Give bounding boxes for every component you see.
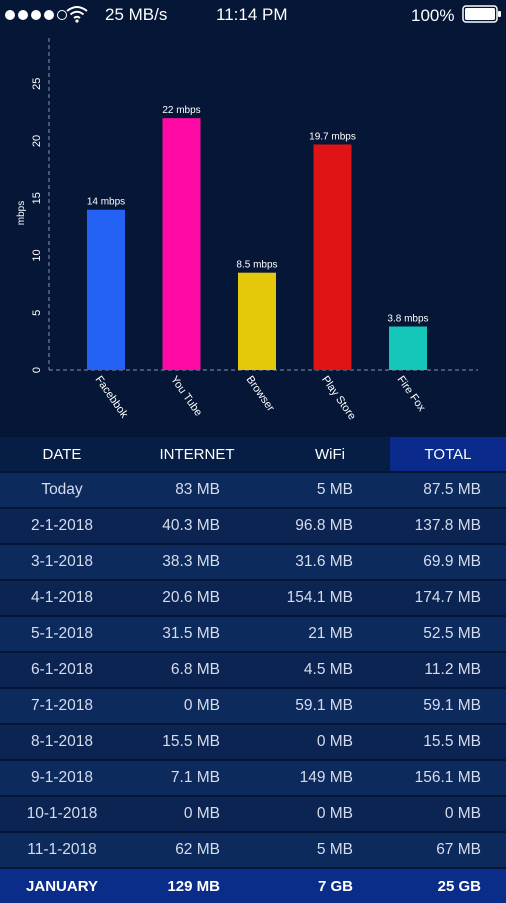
clock: 11:14 PM — [216, 5, 288, 24]
table-row[interactable]: 5-1-2018 31.5 MB 21 MB 52.5 MB — [0, 617, 506, 653]
row-total: 137.8 MB — [414, 517, 481, 534]
row-wifi: 96.8 MB — [295, 517, 353, 534]
data-label: 19.7 mbps — [309, 131, 356, 142]
row-date: 11-1-2018 — [27, 841, 97, 858]
bar-facebbok[interactable] — [87, 209, 125, 370]
bar-play-store[interactable] — [313, 144, 352, 370]
row-total: 0 MB — [444, 805, 481, 822]
category-label: Fire Fox — [395, 374, 428, 414]
row-internet: 31.5 MB — [162, 625, 220, 642]
row-internet: 7.1 MB — [170, 769, 220, 786]
table-body: Today 83 MB 5 MB 87.5 MB 2-1-2018 40.3 MB 96.8… — [0, 473, 506, 869]
row-internet: 20.6 MB — [162, 589, 220, 606]
row-date: 7-1-2018 — [30, 697, 94, 714]
row-wifi: 59.1 MB — [295, 697, 353, 714]
header-date[interactable]: DATE — [42, 445, 82, 463]
row-total: 67 MB — [436, 841, 481, 858]
row-date: 2-1-2018 — [30, 517, 94, 534]
table-row[interactable]: 6-1-2018 6.8 MB 4.5 MB 11.2 MB — [0, 653, 506, 689]
network-speed: 25 MB/s — [105, 5, 168, 24]
row-internet: 83 MB — [175, 481, 220, 498]
data-label: 14 mbps — [87, 197, 125, 208]
row-wifi: 4.5 MB — [303, 661, 353, 678]
footer-total: 25 GB — [437, 877, 481, 895]
row-internet: 38.3 MB — [162, 553, 220, 570]
row-wifi: 21 MB — [308, 625, 353, 642]
status-bar: 25 MB/s 11:14 PM 100% — [0, 0, 506, 30]
row-total: 156.1 MB — [414, 769, 481, 786]
table-footer: JANUARY 129 MB 7 GB 25 GB — [0, 869, 506, 903]
row-date: 8-1-2018 — [30, 733, 94, 750]
row-date: Today — [41, 481, 83, 498]
row-total: 174.7 MB — [414, 589, 481, 606]
row-wifi: 154.1 MB — [286, 589, 353, 606]
table-row[interactable]: 2-1-2018 40.3 MB 96.8 MB 137.8 MB — [0, 509, 506, 545]
table-row[interactable]: 8-1-2018 15.5 MB 0 MB 15.5 MB — [0, 725, 506, 761]
row-total: 59.1 MB — [423, 697, 481, 714]
y-tick-label: 5 — [31, 310, 43, 316]
row-date: 5-1-2018 — [30, 625, 94, 642]
bar-you-tube[interactable] — [162, 118, 201, 370]
y-tick-label: 15 — [31, 192, 43, 204]
signal-strength-icon — [5, 10, 67, 20]
table-row[interactable]: 4-1-2018 20.6 MB 154.1 MB 174.7 MB — [0, 581, 506, 617]
data-label: 22 mbps — [162, 105, 200, 116]
row-total: 87.5 MB — [423, 481, 481, 498]
header-internet[interactable]: INTERNET — [159, 445, 235, 463]
row-date: 10-1-2018 — [26, 805, 98, 822]
data-label: 8.5 mbps — [236, 260, 277, 271]
table-row[interactable]: 7-1-2018 0 MB 59.1 MB 59.1 MB — [0, 689, 506, 725]
wifi-icon — [66, 6, 88, 23]
battery-icon — [462, 5, 501, 23]
category-label: Browser — [244, 374, 277, 414]
y-axis-title: mbps — [16, 201, 27, 225]
row-date: 4-1-2018 — [30, 589, 94, 606]
row-date: 3-1-2018 — [30, 553, 94, 570]
battery-percentage: 100% — [411, 6, 455, 25]
row-wifi: 0 MB — [316, 805, 353, 822]
row-total: 52.5 MB — [423, 625, 481, 642]
row-internet: 0 MB — [183, 805, 220, 822]
footer-month: JANUARY — [26, 877, 98, 895]
table-row[interactable]: 11-1-2018 62 MB 5 MB 67 MB — [0, 833, 506, 869]
table-row[interactable]: Today 83 MB 5 MB 87.5 MB — [0, 473, 506, 509]
table-row[interactable]: 9-1-2018 7.1 MB 149 MB 156.1 MB — [0, 761, 506, 797]
row-wifi: 0 MB — [316, 733, 353, 750]
data-label: 3.8 mbps — [387, 313, 428, 324]
row-internet: 15.5 MB — [162, 733, 220, 750]
row-internet: 6.8 MB — [170, 661, 220, 678]
usage-table: DATE INTERNET WiFi TOTAL Today 83 MB 5 MB 8… — [0, 437, 506, 903]
row-total: 69.9 MB — [423, 553, 481, 570]
category-label: Facebbok — [93, 374, 131, 421]
table-row[interactable]: 10-1-2018 0 MB 0 MB 0 MB — [0, 797, 506, 833]
bar-fire-fox[interactable] — [389, 326, 427, 370]
header-total[interactable]: TOTAL — [390, 437, 506, 471]
row-wifi: 149 MB — [299, 769, 353, 786]
bandwidth-chart: 0 5 10 15 20 25 mbps 14 mbps Facebbok 22 mbps You … — [0, 30, 506, 438]
row-internet: 0 MB — [183, 697, 220, 714]
row-internet: 62 MB — [175, 841, 220, 858]
row-internet: 40.3 MB — [162, 517, 220, 534]
y-tick-label: 20 — [31, 135, 43, 147]
row-date: 9-1-2018 — [30, 769, 94, 786]
bar-chart-svg: 0 5 10 15 20 25 mbps 14 mbps Facebbok 22 mbps You … — [16, 38, 478, 422]
row-total: 11.2 MB — [424, 661, 481, 678]
category-label: You Tube — [168, 374, 204, 419]
y-tick-label: 10 — [31, 249, 43, 261]
bar-browser[interactable] — [238, 272, 276, 370]
category-label: Play Store — [319, 374, 358, 422]
table-header: DATE INTERNET WiFi TOTAL — [0, 437, 506, 473]
table-row[interactable]: 3-1-2018 38.3 MB 31.6 MB 69.9 MB — [0, 545, 506, 581]
row-wifi: 5 MB — [316, 481, 353, 498]
row-total: 15.5 MB — [423, 733, 481, 750]
row-wifi: 5 MB — [316, 841, 353, 858]
footer-wifi: 7 GB — [317, 877, 353, 895]
y-tick-label: 0 — [31, 367, 43, 373]
row-date: 6-1-2018 — [30, 661, 94, 678]
footer-internet: 129 MB — [167, 877, 220, 895]
y-tick-label: 25 — [31, 78, 43, 90]
row-wifi: 31.6 MB — [295, 553, 353, 570]
header-wifi[interactable]: WiFi — [315, 445, 345, 463]
